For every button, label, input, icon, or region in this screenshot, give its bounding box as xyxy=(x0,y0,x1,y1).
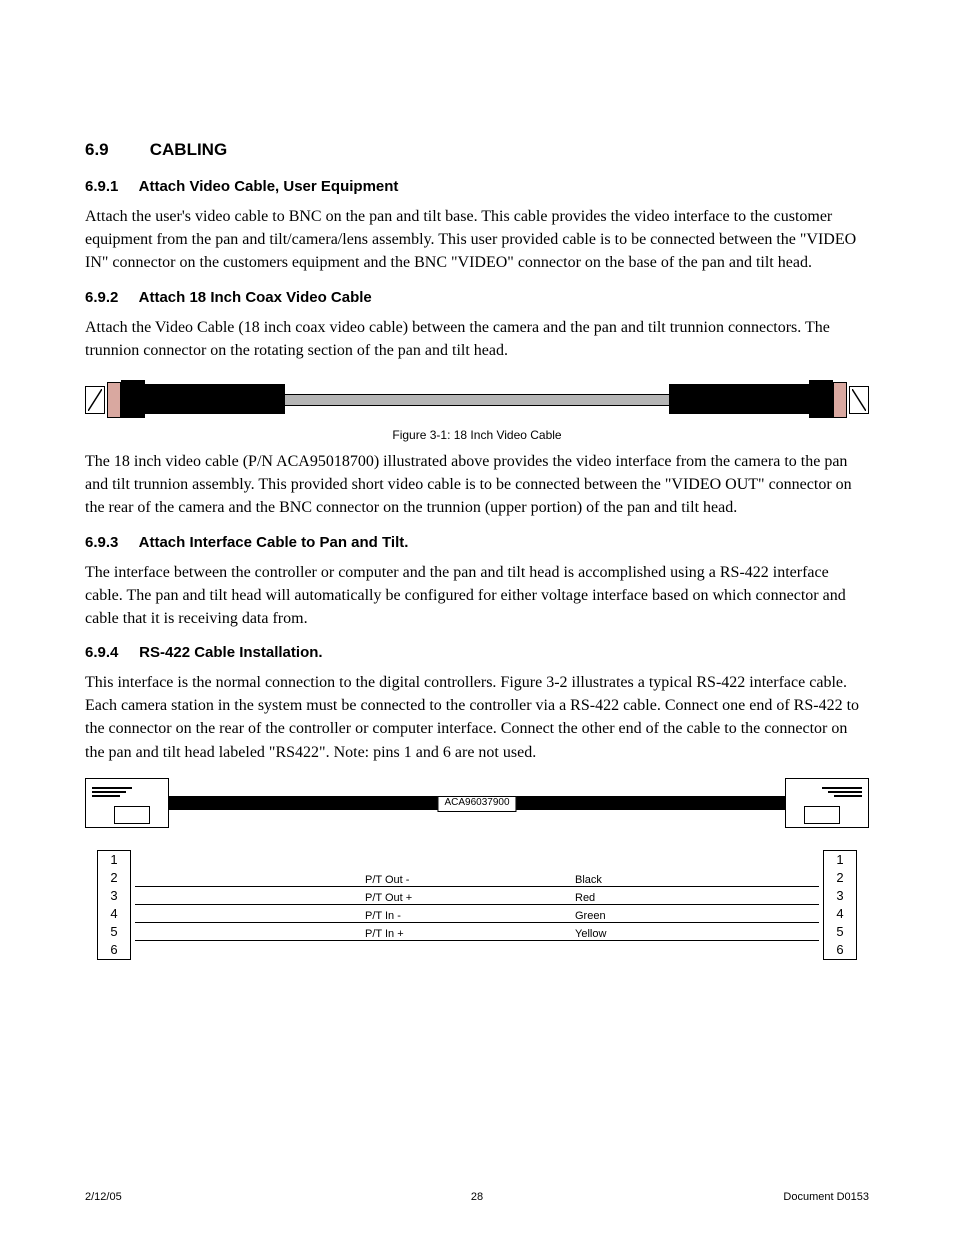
pin-number: 3 xyxy=(98,887,130,905)
signal-name: P/T Out + xyxy=(365,892,412,904)
subsection-title: RS-422 Cable Installation. xyxy=(139,644,322,661)
cable-strain-relief xyxy=(145,384,285,414)
pin-number: 4 xyxy=(98,905,130,923)
connector-plug xyxy=(114,806,150,824)
pin-number: 4 xyxy=(824,905,856,923)
bnc-ring xyxy=(107,382,121,418)
signal-name: P/T Out - xyxy=(365,874,409,886)
pinout-diagram: 1 2 3 4 5 6 1 2 3 4 5 6 P/T Out - Black … xyxy=(85,850,869,966)
pin-number: 2 xyxy=(824,869,856,887)
pin-number: 5 xyxy=(98,923,130,941)
page: 6.9 CABLING 6.9.1 Attach Video Cable, Us… xyxy=(0,0,954,1235)
wire-row: P/T Out - Black xyxy=(135,868,819,887)
connector-pins-icon xyxy=(92,787,136,799)
coax-cable-figure xyxy=(85,376,869,422)
wire-color: Black xyxy=(575,874,602,886)
signal-name: P/T In - xyxy=(365,910,401,922)
rs422-cable-figure: ACA96037900 xyxy=(85,778,869,832)
connector-pins-icon xyxy=(818,787,862,799)
pin-number: 6 xyxy=(824,941,856,959)
wire-row: P/T In + Yellow xyxy=(135,922,819,941)
pin-numbers-left: 1 2 3 4 5 6 xyxy=(97,850,131,960)
subsection-number: 6.9.1 xyxy=(85,178,135,195)
bnc-tip xyxy=(85,386,105,414)
pin-number: 2 xyxy=(98,869,130,887)
wire-color: Green xyxy=(575,910,606,922)
subsection-number: 6.9.3 xyxy=(85,534,135,551)
figure-caption: Figure 3-1: 18 Inch Video Cable xyxy=(85,428,869,442)
subsection-heading: 6.9.3 Attach Interface Cable to Pan and … xyxy=(85,534,869,551)
footer-page-number: 28 xyxy=(471,1191,483,1203)
wire-row: P/T Out + Red xyxy=(135,886,819,905)
pin-number: 1 xyxy=(824,851,856,869)
section-title: CABLING xyxy=(150,140,227,159)
paragraph: Attach the Video Cable (18 inch coax vid… xyxy=(85,316,869,362)
bnc-tip xyxy=(849,386,869,414)
signal-name: P/T In + xyxy=(365,928,404,940)
cable-core xyxy=(285,394,669,406)
wire-color: Yellow xyxy=(575,928,606,940)
section-number: 6.9 xyxy=(85,140,145,160)
pin-number: 5 xyxy=(824,923,856,941)
cable-part-number: ACA96037900 xyxy=(437,796,516,812)
rs422-connector-left xyxy=(85,778,169,828)
bnc-connector-right xyxy=(809,380,869,418)
connector-plug xyxy=(804,806,840,824)
subsection-title: Attach Video Cable, User Equipment xyxy=(139,178,399,195)
bnc-ring xyxy=(833,382,847,418)
section-heading: 6.9 CABLING xyxy=(85,140,869,160)
wire-row: P/T In - Green xyxy=(135,904,819,923)
subsection-number: 6.9.4 xyxy=(85,644,135,661)
subsection-number: 6.9.2 xyxy=(85,289,135,306)
subsection-heading: 6.9.1 Attach Video Cable, User Equipment xyxy=(85,178,869,195)
paragraph: The 18 inch video cable (P/N ACA95018700… xyxy=(85,450,869,520)
pin-number: 3 xyxy=(824,887,856,905)
footer-document-id: Document D0153 xyxy=(783,1191,869,1203)
subsection-title: Attach 18 Inch Coax Video Cable xyxy=(139,289,372,306)
bnc-boot xyxy=(809,380,833,418)
bnc-diagonal-icon xyxy=(88,389,102,411)
subsection-heading: 6.9.4 RS-422 Cable Installation. xyxy=(85,644,869,661)
subsection-heading: 6.9.2 Attach 18 Inch Coax Video Cable xyxy=(85,289,869,306)
paragraph: Attach the user's video cable to BNC on … xyxy=(85,205,869,275)
subsection-title: Attach Interface Cable to Pan and Tilt. xyxy=(139,534,409,551)
rs422-connector-right xyxy=(785,778,869,828)
bnc-connector-left xyxy=(85,380,145,418)
pin-numbers-right: 1 2 3 4 5 6 xyxy=(823,850,857,960)
bnc-diagonal-icon xyxy=(852,389,866,411)
paragraph: This interface is the normal connection … xyxy=(85,671,869,764)
footer-date: 2/12/05 xyxy=(85,1191,122,1203)
pin-number: 1 xyxy=(98,851,130,869)
cable-strain-relief xyxy=(669,384,809,414)
wire-color: Red xyxy=(575,892,595,904)
paragraph: The interface between the controller or … xyxy=(85,561,869,631)
bnc-boot xyxy=(121,380,145,418)
pin-number: 6 xyxy=(98,941,130,959)
